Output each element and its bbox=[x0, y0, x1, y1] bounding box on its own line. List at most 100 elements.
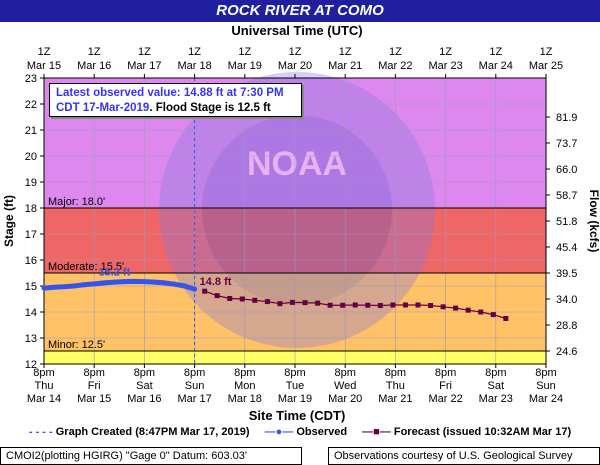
top-tick-label-date: Mar 21 bbox=[328, 60, 362, 72]
noaa-watermark: NOAA bbox=[159, 72, 435, 348]
bottom-tick-label-date: Mar 22 bbox=[428, 393, 462, 405]
bottom-tick-label-date: Mar 21 bbox=[378, 393, 412, 405]
observed-point bbox=[172, 281, 178, 287]
forecast-point bbox=[402, 302, 408, 308]
y-tick-label: 22 bbox=[25, 99, 37, 111]
observed-point bbox=[141, 279, 147, 285]
forecast-point bbox=[214, 293, 220, 299]
forecast-start-label: 14.8 ft bbox=[200, 276, 232, 288]
bottom-tick-label-time: 8pm bbox=[485, 367, 506, 379]
left-axis-title: Stage (ft) bbox=[2, 195, 16, 247]
bottom-tick-label-day: Sat bbox=[136, 380, 153, 392]
forecast-point bbox=[239, 296, 245, 302]
bottom-tick-label-time: 8pm bbox=[535, 367, 556, 379]
forecast-point bbox=[264, 299, 270, 305]
forecast-point bbox=[202, 288, 208, 294]
top-tick-label-time: 1Z bbox=[138, 46, 151, 58]
axes: 12 13 14 15 16 17 18 19 20 21 22 23 24.6 28.8 34.0 39.5… bbox=[25, 46, 578, 405]
bottom-tick-label-day: Mon bbox=[234, 380, 255, 392]
top-tick-label-date: Mar 20 bbox=[278, 60, 312, 72]
bottom-tick-label-time: 8pm bbox=[184, 367, 205, 379]
right-tick-label: 51.8 bbox=[556, 216, 577, 228]
legend-observed: —●— Observed bbox=[264, 426, 348, 438]
bottom-tick-label-time: 8pm bbox=[284, 367, 305, 379]
y-tick-label: 13 bbox=[25, 333, 37, 345]
bottom-tick-label-time: 8pm bbox=[33, 367, 54, 379]
forecast-point bbox=[440, 304, 446, 310]
latest-value-callout: Latest observed value: 14.88 ft at 7:30 … bbox=[49, 83, 302, 117]
top-tick-label-time: 1Z bbox=[289, 46, 302, 58]
right-tick-label: 66.0 bbox=[556, 164, 577, 176]
callout-date: CDT 17-Mar-2019 bbox=[56, 102, 150, 114]
forecast-point bbox=[327, 302, 333, 308]
right-tick-label: 58.7 bbox=[556, 190, 577, 202]
top-tick-label-time: 1Z bbox=[38, 46, 51, 58]
flood-label-moderate: Moderate: 15.5' bbox=[48, 261, 124, 273]
observed-point bbox=[101, 280, 107, 286]
top-tick-label-time: 1Z bbox=[389, 46, 402, 58]
right-tick-label: 45.4 bbox=[556, 242, 577, 254]
legend-graph-created: - - - - Graph Created (8:47PM Mar 17, 20… bbox=[28, 426, 250, 438]
forecast-point bbox=[465, 307, 471, 313]
observed-point bbox=[51, 284, 57, 290]
y-tick-label: 20 bbox=[25, 151, 37, 163]
top-tick-label-time: 1Z bbox=[188, 46, 201, 58]
observed-line bbox=[41, 278, 198, 292]
bottom-tick-label-day: Fri bbox=[88, 380, 101, 392]
legend: - - - - Graph Created (8:47PM Mar 17, 20… bbox=[0, 426, 600, 438]
bottom-tick-label-day: Fri bbox=[439, 380, 452, 392]
forecast-point bbox=[277, 301, 283, 307]
right-tick-label: 81.9 bbox=[556, 112, 577, 124]
observed-point bbox=[111, 279, 117, 285]
bottom-tick-label-time: 8pm bbox=[83, 367, 104, 379]
bottom-tick-label-date: Mar 18 bbox=[228, 393, 262, 405]
bottom-tick-label-date: Mar 17 bbox=[177, 393, 211, 405]
top-tick-label-date: Mar 18 bbox=[177, 60, 211, 72]
y-tick-label: 18 bbox=[25, 203, 37, 215]
bottom-tick-label-date: Mar 14 bbox=[27, 393, 61, 405]
observed-point bbox=[71, 283, 77, 289]
bottom-tick-label-date: Mar 16 bbox=[127, 393, 161, 405]
observed-point bbox=[161, 280, 167, 286]
legend-forecast: —■— Forecast (issued 10:32AM Mar 17) bbox=[362, 426, 572, 438]
top-tick-label-date: Mar 17 bbox=[127, 60, 161, 72]
observed-point bbox=[81, 282, 87, 288]
bottom-tick-label-day: Thu bbox=[386, 380, 405, 392]
top-tick-label-date: Mar 15 bbox=[27, 60, 61, 72]
forecast-point bbox=[227, 295, 233, 301]
bottom-tick-label-date: Mar 20 bbox=[328, 393, 362, 405]
bottom-tick-label-day: Sat bbox=[488, 380, 505, 392]
top-tick-label-date: Mar 16 bbox=[77, 60, 111, 72]
bottom-tick-label-day: Thu bbox=[35, 380, 54, 392]
y-tick-label: 15 bbox=[25, 281, 37, 293]
forecast-point bbox=[315, 300, 321, 306]
y-tick-label: 19 bbox=[25, 177, 37, 189]
top-tick-label-time: 1Z bbox=[88, 46, 101, 58]
observed-point bbox=[131, 278, 137, 284]
forecast-point bbox=[415, 302, 421, 308]
right-tick-label: 73.7 bbox=[556, 138, 577, 150]
data-series: 15.2 ft 14.8 ft bbox=[41, 266, 509, 321]
forecast-point bbox=[390, 302, 396, 308]
forecast-point bbox=[352, 302, 358, 308]
y-tick-label: 16 bbox=[25, 255, 37, 267]
observed-point bbox=[151, 279, 157, 285]
bottom-tick-label-time: 8pm bbox=[234, 367, 255, 379]
observed-point bbox=[192, 286, 198, 292]
bottom-tick-label-date: Mar 23 bbox=[479, 393, 513, 405]
bottom-tick-label-day: Sun bbox=[185, 380, 205, 392]
forecast-point bbox=[252, 297, 258, 303]
forecast-point bbox=[302, 300, 308, 306]
flood-label-major: Major: 18.0' bbox=[48, 196, 105, 208]
top-axis-title: Universal Time (UTC) bbox=[231, 23, 362, 38]
observed-point bbox=[121, 279, 127, 285]
axis-labels: Universal Time (UTC) Site Time (CDT) Stage… bbox=[2, 23, 600, 423]
forecast-point bbox=[503, 316, 509, 321]
forecast-point bbox=[453, 305, 459, 311]
forecast-point bbox=[377, 303, 383, 308]
footer-datum: CMOI2(plotting HGIRG) "Gage 0" Datum: 60… bbox=[0, 447, 302, 465]
svg-text:NOAA: NOAA bbox=[247, 145, 347, 183]
observed-peak-label: 15.2 ft bbox=[98, 266, 130, 278]
bottom-tick-label-day: Tue bbox=[286, 380, 305, 392]
forecast-point bbox=[340, 302, 346, 308]
